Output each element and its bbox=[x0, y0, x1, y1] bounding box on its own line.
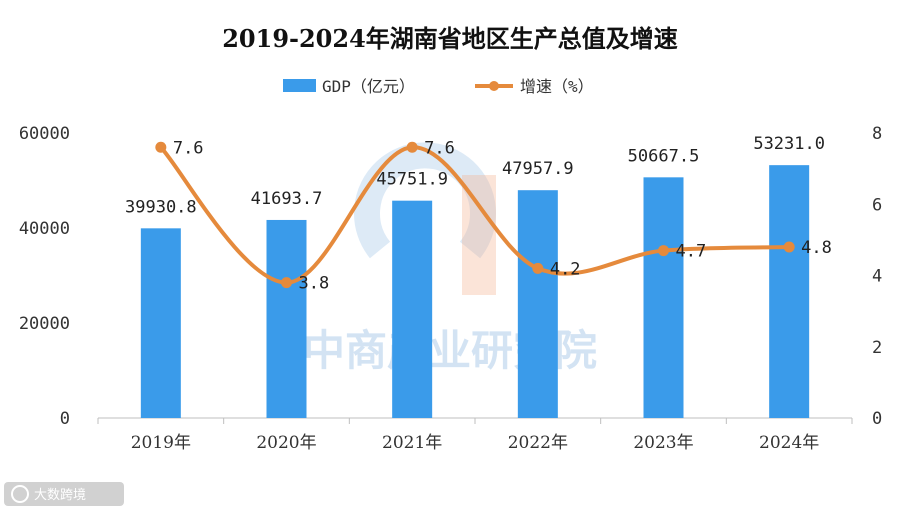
corner-logo: 大数跨境 bbox=[4, 482, 124, 506]
gdp-bar-label: 41693.7 bbox=[251, 189, 323, 209]
growth-point bbox=[155, 141, 167, 153]
y-right-tick-label: 4 bbox=[872, 267, 882, 287]
legend-line-marker bbox=[489, 81, 499, 91]
gdp-bar-label: 53231.0 bbox=[753, 134, 825, 154]
x-category-label: 2023年 bbox=[633, 433, 693, 453]
corner-logo-text: 大数跨境 bbox=[34, 488, 86, 503]
y-left-tick-label: 40000 bbox=[19, 219, 70, 239]
growth-point-label: 3.8 bbox=[299, 274, 330, 294]
x-category-label: 2020年 bbox=[256, 433, 316, 453]
legend-line-label: 增速（%） bbox=[520, 77, 594, 96]
growth-point-label: 7.6 bbox=[424, 138, 455, 158]
y-right-tick-label: 8 bbox=[872, 124, 882, 144]
y-right-tick-label: 0 bbox=[872, 409, 882, 429]
x-category-label: 2021年 bbox=[382, 433, 442, 453]
growth-point bbox=[281, 277, 292, 289]
chart-title: 2019-2024年湖南省地区生产总值及增速 bbox=[222, 24, 678, 53]
axes: 0 20000 40000 60000 0 2 4 6 8 2019年 2020年 2021年 2022… bbox=[19, 124, 882, 453]
x-category-label: 2019年 bbox=[131, 433, 191, 453]
y-left-tick-label: 0 bbox=[60, 409, 70, 429]
gdp-bar bbox=[643, 177, 684, 418]
gdp-bar bbox=[392, 200, 433, 418]
growth-point-label: 4.2 bbox=[550, 259, 581, 279]
y-right-tick-label: 2 bbox=[872, 338, 882, 358]
legend-bar-swatch bbox=[283, 79, 316, 92]
y-left-tick-label: 60000 bbox=[19, 124, 70, 144]
growth-point bbox=[658, 245, 669, 257]
gdp-bar bbox=[517, 190, 558, 418]
y-right-tick-label: 6 bbox=[872, 195, 882, 215]
growth-point-label: 7.6 bbox=[173, 138, 204, 158]
gdp-bar-label: 50667.5 bbox=[628, 146, 700, 166]
gdp-bars bbox=[140, 165, 810, 418]
corner-logo-bg bbox=[4, 482, 124, 506]
growth-point bbox=[406, 141, 418, 153]
legend: GDP（亿元） 增速（%） bbox=[283, 77, 594, 96]
x-category-label: 2022年 bbox=[508, 433, 568, 453]
corner-logo-icon bbox=[11, 485, 29, 503]
legend-bar-label: GDP（亿元） bbox=[322, 77, 415, 96]
growth-point bbox=[532, 262, 544, 274]
data-labels: 39930.8 41693.7 45751.9 47957.9 50667.5 53231… bbox=[125, 134, 832, 293]
x-category-label: 2024年 bbox=[759, 433, 819, 453]
growth-line bbox=[155, 141, 795, 289]
gdp-bar bbox=[266, 219, 307, 418]
watermark-logo-bar bbox=[462, 175, 496, 295]
gdp-bar bbox=[140, 228, 181, 418]
gdp-bar-label: 47957.9 bbox=[502, 159, 574, 179]
gdp-bar bbox=[769, 165, 810, 418]
gdp-bar-label: 45751.9 bbox=[376, 170, 448, 190]
gdp-bar-label: 39930.8 bbox=[125, 197, 197, 217]
growth-point-label: 4.7 bbox=[676, 242, 707, 262]
y-left-tick-label: 20000 bbox=[19, 314, 70, 334]
growth-point-label: 4.8 bbox=[801, 238, 832, 258]
growth-point bbox=[783, 241, 795, 253]
